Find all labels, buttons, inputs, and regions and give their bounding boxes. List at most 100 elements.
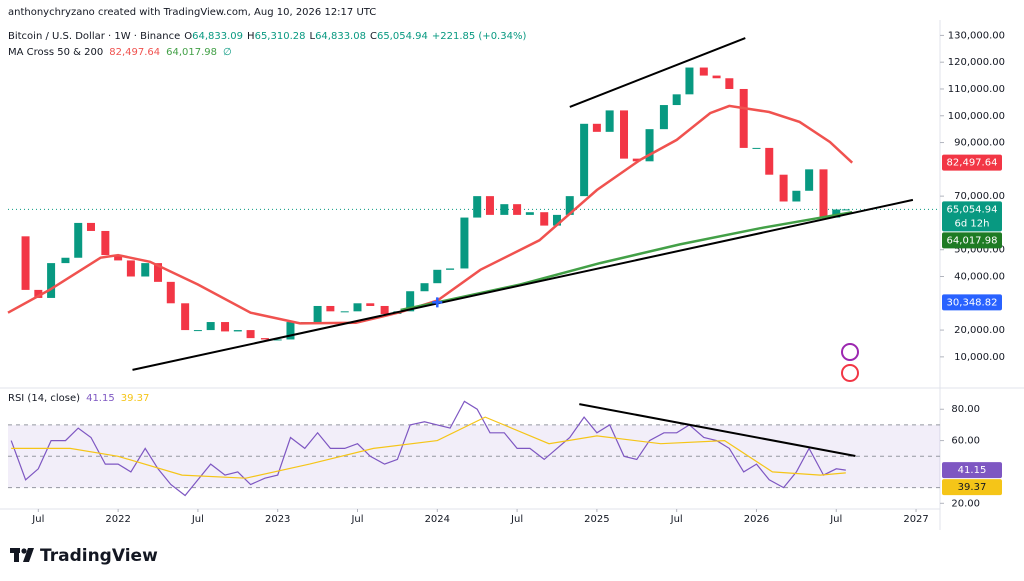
candle (685, 67, 694, 95)
legend: RSI (14, close) 41.15 39.37 (8, 393, 149, 404)
candle (141, 263, 150, 277)
y-tick-label: 110,000.00 (948, 84, 1005, 95)
candle (540, 212, 549, 226)
legend-item: RSI (14, close) (8, 393, 80, 404)
price-label-box (942, 154, 1002, 171)
candle (565, 196, 574, 215)
x-tick-label: 2023 (265, 514, 290, 525)
candle (473, 196, 482, 218)
y-tick-label: 60.00 (951, 436, 980, 447)
legend-item: C (370, 31, 377, 42)
countdown: 6d 12h (955, 218, 990, 229)
candle (525, 212, 534, 215)
candle (580, 123, 589, 197)
legend-item: Bitcoin / U.S. Dollar · 1W · Binance (8, 31, 180, 42)
price-label-box (942, 479, 1002, 496)
candle (500, 204, 509, 215)
candle (101, 230, 110, 256)
legend-item: 65,054.94 (377, 31, 428, 42)
y-tick-label: 10,000.00 (954, 352, 1005, 363)
candle (193, 330, 202, 332)
price-label-box (942, 294, 1002, 311)
candle (513, 204, 522, 215)
candle (233, 330, 242, 332)
y-tick-label: 50,000.00 (954, 245, 1005, 256)
legend: MA Cross 50 & 200 82,497.64 64,017.98 ∅ (8, 47, 232, 58)
candle (805, 169, 814, 191)
candle (739, 88, 748, 148)
x-tick-label: Jul (31, 514, 44, 525)
candle (779, 174, 788, 202)
candle (645, 129, 654, 162)
candle (725, 78, 734, 89)
candle (61, 257, 70, 264)
price-label: 82,497.64 (947, 158, 998, 169)
y-tick-label: 40,000.00 (954, 272, 1005, 283)
candle (380, 305, 389, 315)
candle (819, 169, 828, 218)
legend-item: 64,017.98 (166, 47, 217, 58)
price-label: 65,054.94 (947, 204, 998, 215)
candle (260, 338, 269, 340)
x-tick-label: Jul (670, 514, 683, 525)
candle (246, 330, 255, 339)
candle (632, 158, 641, 162)
candle (605, 110, 614, 132)
y-tick-label: 80.00 (951, 404, 980, 415)
logo-shape (21, 548, 27, 554)
x-tick-label: 2027 (903, 514, 928, 525)
icons (841, 343, 859, 382)
attribution: anthonychryzano created with TradingView… (8, 7, 376, 18)
candle (832, 209, 841, 218)
trendline (579, 403, 856, 457)
candle (752, 147, 761, 149)
candle (592, 123, 601, 132)
y-tick-label: 130,000.00 (948, 30, 1005, 41)
candle (47, 263, 56, 298)
line-series (10, 400, 846, 497)
x-tick-label: 2025 (584, 514, 609, 525)
candle (181, 303, 190, 331)
candle (460, 217, 469, 269)
y-tick-label: 20,000.00 (954, 325, 1005, 336)
candle (552, 214, 561, 226)
legend-item: 65,310.28 (255, 31, 306, 42)
y-tick-label: 90,000.00 (954, 138, 1005, 149)
candle (21, 236, 30, 290)
candle (154, 263, 163, 282)
candle (620, 110, 629, 159)
tradingview-logo: TradingView (10, 546, 158, 566)
candle (166, 281, 175, 304)
legend-item: 41.15 (86, 393, 115, 404)
candle (273, 339, 282, 341)
price-label: 39.37 (958, 482, 987, 493)
trendline (569, 37, 746, 108)
y-tick-label: 120,000.00 (948, 57, 1005, 68)
legend-item: ∅ (223, 47, 232, 58)
candle (659, 105, 668, 130)
legend-item: 82,497.64 (109, 47, 160, 58)
candle (420, 283, 429, 292)
candle (114, 255, 123, 261)
candle (366, 303, 375, 306)
candle (485, 196, 494, 215)
candle (86, 222, 95, 231)
candle (34, 289, 43, 298)
y-tick-label: 70,000.00 (954, 191, 1005, 202)
x-tick-label: Jul (191, 514, 204, 525)
candle (126, 260, 135, 277)
legend-item: 64,833.08 (315, 31, 366, 42)
candle (221, 322, 230, 332)
candle (74, 222, 83, 258)
y-tick-label: 100,000.00 (948, 111, 1005, 122)
legend-item: 64,833.09 (192, 31, 243, 42)
candle (340, 311, 349, 313)
y-tick-label: 20.00 (951, 498, 980, 509)
candle (792, 190, 801, 202)
candle (286, 322, 295, 340)
x-tick-label: 2024 (425, 514, 450, 525)
logo-shape (23, 548, 34, 562)
